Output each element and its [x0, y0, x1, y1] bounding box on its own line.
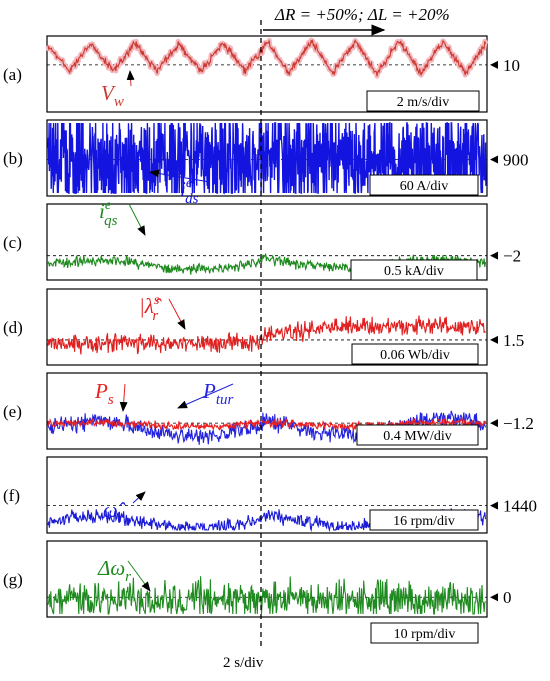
scale-box [356, 424, 479, 446]
series-label: Ptur [202, 379, 233, 408]
trace-5-2 [47, 416, 487, 432]
scale-label: 0.4 MW/div [383, 429, 451, 444]
panel-d: |λ̂s r (d) 1.5 0.06 Wb/div [3, 288, 524, 366]
label-pointer [119, 383, 128, 412]
reference-marker [490, 251, 498, 260]
series-label: Δωr [97, 556, 131, 585]
scale-box [370, 622, 479, 644]
reference-value: 0 [503, 588, 512, 607]
scale-box [369, 174, 479, 196]
panel-label: (c) [3, 233, 22, 252]
reference-value: 1440 [503, 497, 537, 516]
reference-marker [490, 419, 498, 428]
panel-a: Vw (a) 10 2 m/s/div [3, 35, 520, 113]
reference-marker [490, 155, 498, 164]
trace-4-1 [47, 315, 486, 355]
trace-7-1 [47, 576, 486, 615]
label-pointer [177, 383, 234, 409]
panel-label: (d) [3, 318, 23, 337]
reference-marker [490, 60, 498, 69]
panel-label: (b) [3, 149, 23, 168]
series-label: Vw [101, 81, 124, 110]
reference-value: 900 [503, 151, 529, 170]
panel-label: (g) [3, 570, 23, 589]
panel-b: ie ds (b) 900 60 A/div [3, 119, 529, 207]
panel-c: ie qs (c) −2 0.5 kA/div [3, 198, 521, 281]
scale-label: 10 rpm/div [394, 627, 456, 642]
reference-value: −1.2 [503, 414, 534, 433]
trace-2-1 [47, 122, 487, 195]
series-label: Ps [94, 379, 114, 408]
label-pointer [132, 491, 146, 504]
scale-label: 0.06 Wb/div [380, 348, 450, 363]
panel-g: Δωr (g) 0 10 rpm/div [3, 540, 512, 644]
label-pointer [128, 203, 146, 236]
panel-label: (a) [3, 65, 22, 84]
scale-box [369, 509, 479, 531]
reference-marker [490, 335, 498, 344]
panel-e: Ptur Ps (e) −1.2 0.4 MW/div [3, 372, 534, 450]
label-pointer [126, 70, 135, 87]
trace-1-1 [47, 39, 487, 77]
scale-label: 0.5 kA/div [384, 264, 444, 279]
panel-label: (f) [3, 486, 20, 505]
scale-label: 2 m/s/div [397, 95, 450, 110]
label-pointer [127, 560, 151, 592]
event-annotation: ΔR = +50%; ΔL = +20% [274, 5, 450, 24]
reference-value: 1.5 [503, 331, 524, 350]
series-label: |λ̂s r [139, 293, 162, 324]
series-label: ie ds [180, 176, 199, 207]
scale-label: 60 A/div [400, 179, 449, 194]
reference-value: −2 [503, 247, 521, 266]
scale-label: 16 rpm/div [393, 514, 455, 529]
time-scale-label: 2 s/div [223, 655, 264, 671]
panel-label: (e) [3, 402, 22, 421]
series-label: ie qs [99, 198, 118, 229]
label-pointer [168, 298, 186, 330]
scale-box [350, 259, 478, 281]
reference-value: 10 [503, 56, 520, 75]
scale-box [366, 90, 480, 112]
reference-marker [490, 593, 498, 602]
panels-layer: Vw (a) 10 2 m/s/div ie ds (b) 900 60 A/div ie qs (c… [3, 35, 537, 644]
trace-3-1 [47, 253, 487, 275]
label-pointer [149, 169, 211, 183]
scale-box [351, 343, 479, 365]
reference-marker [490, 501, 498, 510]
